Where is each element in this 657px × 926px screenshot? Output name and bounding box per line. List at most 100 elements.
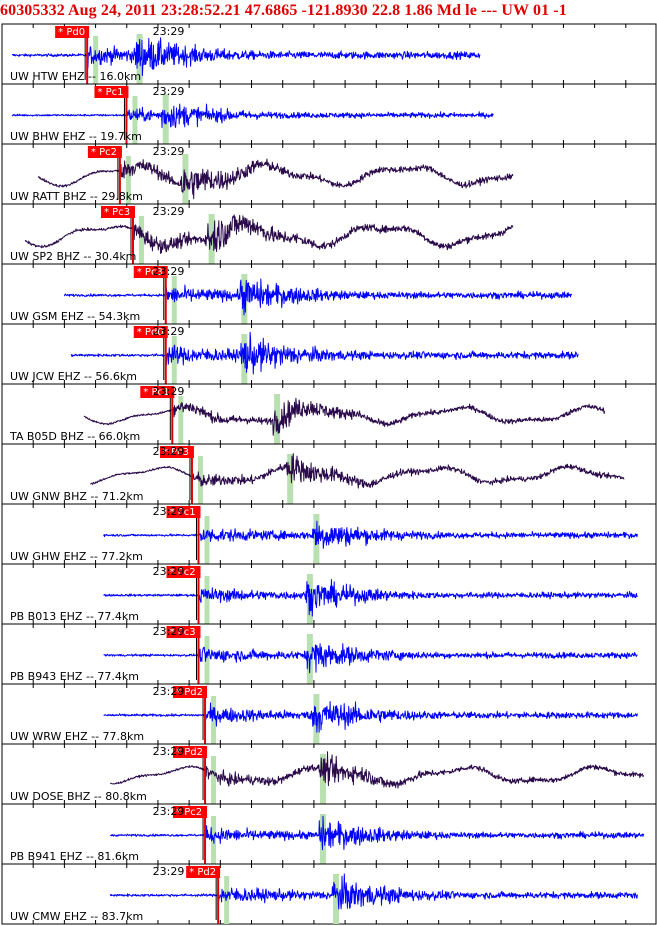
station-label: UW DOSE BHZ -- 80.8km — [10, 790, 147, 803]
phase-marker — [139, 216, 144, 264]
pick-label: * Pd2 — [189, 867, 216, 878]
time-label: 23:29 — [153, 805, 185, 818]
station-label: PB B013 EHZ -- 77.4km — [10, 610, 139, 623]
pick-label: * Pc3 — [104, 207, 130, 218]
phase-marker — [171, 336, 177, 384]
pick-label: * Pc1 — [97, 87, 123, 98]
pick-label-box — [173, 686, 208, 698]
trace-frame — [1, 623, 657, 685]
pick-label: * Pc1 — [143, 387, 169, 398]
time-label: 23:29 — [153, 565, 185, 578]
pick-label-box — [87, 146, 122, 158]
pick-label-box — [133, 326, 168, 338]
station-label: UW RATT BHZ -- 29.8km — [10, 190, 143, 203]
trace-frame — [1, 263, 657, 325]
pick-label: * Pc2 — [176, 807, 202, 818]
time-label: 23:29 — [153, 145, 185, 158]
pick-label-box — [140, 386, 175, 398]
phase-marker — [204, 636, 210, 684]
waveform — [24, 214, 514, 254]
time-label: 23:29 — [153, 685, 185, 698]
station-label: UW GNW BHZ -- 71.2km — [10, 490, 143, 503]
station-label: UW GSM EHZ -- 54.3km — [10, 310, 140, 323]
phase-marker — [125, 156, 131, 204]
time-label: 23:29 — [153, 25, 185, 38]
phase-marker — [136, 34, 143, 84]
pick-label: * Pc3 — [163, 447, 189, 458]
time-label: 23:29 — [153, 445, 185, 458]
time-label: 23:29 — [153, 325, 185, 338]
station-label: UW JCW EHZ -- 56.6km — [10, 370, 137, 383]
time-label: 23:29 — [153, 745, 185, 758]
phase-marker — [178, 396, 184, 444]
event-header: 60305332 Aug 24, 2011 23:28:52.21 47.686… — [0, 2, 567, 19]
phase-marker — [204, 576, 210, 624]
waveform — [37, 158, 514, 200]
waveform — [11, 103, 494, 128]
trace-panel: * Pc3 23:29 UW SP2 BHZ -- 30.4km — [1, 203, 657, 265]
waveform — [83, 397, 606, 436]
time-label: 23:29 — [153, 205, 185, 218]
station-label: UW BHW EHZ -- 19.7km — [10, 130, 142, 143]
station-label: UW SP2 BHZ -- 30.4km — [10, 250, 136, 263]
pick-label: * Pc2 — [91, 147, 117, 158]
pick-label: * Pd0 — [137, 327, 164, 338]
station-label: UW HTW EHZ -- 16.0km — [10, 70, 141, 83]
station-label: UW GHW EHZ -- 77.2km — [10, 550, 143, 563]
pick-label-box — [133, 266, 168, 278]
pick-label-box — [166, 506, 201, 518]
phase-marker — [211, 696, 217, 744]
waveform — [103, 701, 638, 733]
waveform — [63, 278, 573, 316]
pick-label-box — [186, 866, 221, 878]
time-label: 23:29 — [153, 265, 185, 278]
waveform — [103, 579, 638, 617]
waveform — [103, 643, 638, 674]
pick-label-box — [55, 26, 90, 38]
waveform — [70, 331, 579, 375]
trace-panel: * Pd0 23:29 UW HTW EHZ -- 16.0km — [1, 23, 657, 85]
station-label: PB B943 EHZ -- 77.4km — [10, 670, 139, 683]
waveform — [11, 37, 481, 77]
pick-label-box — [173, 746, 208, 758]
pick-label-box — [101, 206, 135, 218]
pick-label: * Pd0 — [58, 27, 85, 38]
pick-label-box — [166, 566, 201, 578]
phase-marker — [132, 96, 138, 144]
pick-label: * Pd2 — [176, 687, 203, 698]
pick-label-box — [166, 626, 201, 638]
waveform — [109, 815, 645, 851]
station-label: TA B05D BHZ -- 66.0km — [9, 430, 140, 443]
phase-marker — [287, 454, 294, 504]
phase-marker — [204, 516, 210, 564]
pick-label-box — [159, 446, 194, 458]
station-label: PB B941 EHZ -- 81.6km — [10, 850, 139, 863]
pick-label: * Pc1 — [170, 507, 196, 518]
trace-panel: * Pc2 23:29 UW RATT BHZ -- 29.8km — [1, 143, 657, 205]
waveform — [103, 520, 638, 549]
time-label: 23:29 — [153, 85, 185, 98]
trace-panel: * Pc1 23:29 UW BHW EHZ -- 19.7km — [1, 83, 657, 145]
phase-marker — [211, 756, 217, 804]
time-label: 23:29 — [153, 385, 185, 398]
waveform — [109, 751, 644, 789]
phase-marker — [319, 754, 326, 804]
station-label: UW WRW EHZ -- 77.8km — [10, 730, 144, 743]
phase-marker — [333, 874, 340, 924]
time-label: 23:29 — [153, 625, 185, 638]
station-label: UW CMW EHZ -- 83.7km — [10, 910, 143, 923]
pick-label: * Pd2 — [176, 747, 203, 758]
pick-label: * Pc2 — [170, 567, 196, 578]
waveform — [90, 453, 625, 489]
